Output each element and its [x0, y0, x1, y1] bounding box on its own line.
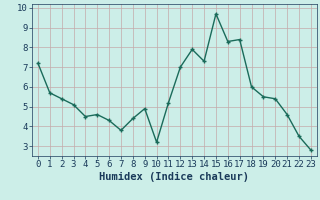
- X-axis label: Humidex (Indice chaleur): Humidex (Indice chaleur): [100, 172, 249, 182]
